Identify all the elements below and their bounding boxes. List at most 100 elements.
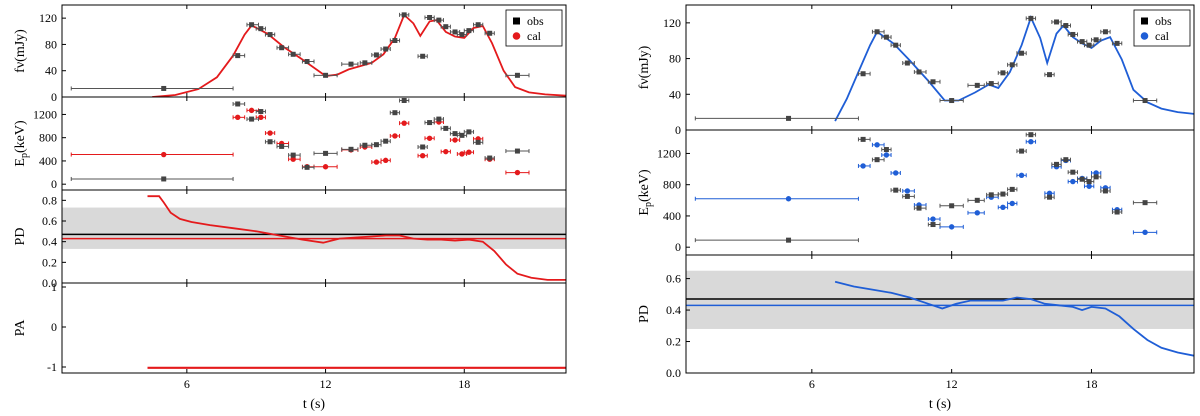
obs-point bbox=[420, 144, 426, 150]
y-tick-label: 1 bbox=[51, 280, 57, 294]
y-tick-label: 80 bbox=[669, 52, 681, 66]
cal-point bbox=[322, 164, 329, 170]
y-tick-label: 0.6 bbox=[666, 272, 681, 286]
y-tick-label: 0.6 bbox=[42, 214, 57, 228]
obs-point bbox=[323, 150, 329, 156]
cal-point bbox=[1093, 170, 1099, 176]
cal-point bbox=[161, 151, 167, 158]
obs-point bbox=[916, 205, 922, 211]
obs-point bbox=[258, 26, 264, 32]
obs-point bbox=[427, 14, 433, 20]
y-tick-label: 0.8 bbox=[42, 193, 57, 207]
obs-point bbox=[401, 97, 407, 103]
obs-point bbox=[1054, 19, 1060, 25]
y-tick-label: 120 bbox=[663, 16, 681, 30]
obs-point bbox=[267, 139, 273, 145]
cal-point bbox=[1046, 190, 1053, 196]
panel-pd: 0.0 0.2 0.4 0.6 0.8 PD bbox=[13, 189, 567, 290]
y-tick-label: 400 bbox=[663, 209, 681, 223]
cal-point bbox=[419, 153, 426, 159]
y-tick-label: 40 bbox=[45, 64, 57, 78]
obs-point bbox=[893, 42, 899, 48]
cal-point bbox=[893, 170, 899, 176]
obs-point bbox=[459, 32, 465, 38]
obs-point bbox=[514, 72, 520, 78]
obs-point bbox=[383, 138, 389, 144]
cal-point bbox=[1000, 204, 1006, 211]
obs-point bbox=[443, 24, 449, 30]
obs-point bbox=[786, 237, 792, 243]
obs-point bbox=[1102, 188, 1108, 194]
obs-point bbox=[860, 136, 866, 142]
cal-point bbox=[373, 159, 380, 165]
obs-point bbox=[466, 28, 472, 34]
obs-point bbox=[1054, 161, 1060, 167]
figure-right: 04080120fν(mJy)obscal04008001200Ep(keV)0… bbox=[637, 4, 1195, 412]
cal-point bbox=[874, 142, 880, 148]
obs-point bbox=[1079, 39, 1085, 45]
cal-point bbox=[974, 210, 980, 216]
obs-point bbox=[1142, 200, 1148, 206]
obs-point bbox=[258, 109, 264, 115]
panel-pd: 0.0 0.2 0.4 0.6 6 12 18 PD bbox=[637, 254, 1195, 391]
obs-point bbox=[916, 69, 922, 75]
x-axis-label: t (s) bbox=[303, 397, 326, 412]
legend-label: obs bbox=[1155, 14, 1172, 28]
obs-point bbox=[949, 203, 955, 209]
obs-point bbox=[279, 143, 285, 149]
obs-point bbox=[514, 148, 520, 154]
ep-axis-label: Ep(keV) bbox=[13, 120, 30, 167]
obs-point bbox=[290, 51, 296, 57]
obs-point bbox=[362, 60, 368, 66]
obs-point bbox=[904, 60, 910, 66]
obs-point bbox=[1086, 179, 1092, 185]
obs-point bbox=[475, 22, 481, 28]
cal-point bbox=[267, 130, 273, 136]
obs-point bbox=[1000, 191, 1006, 197]
obs-point bbox=[1114, 40, 1120, 46]
legend-label: cal bbox=[1155, 29, 1170, 43]
y-tick-label: -1 bbox=[47, 360, 57, 374]
obs-point bbox=[1009, 62, 1015, 68]
cal-point bbox=[235, 114, 241, 121]
obs-point bbox=[452, 131, 458, 137]
obs-point bbox=[1028, 132, 1034, 138]
panel-frame bbox=[61, 282, 567, 374]
obs-point bbox=[1093, 37, 1099, 43]
obs-point bbox=[1070, 31, 1076, 37]
flux-axis-label: fν(mJy) bbox=[13, 29, 28, 73]
cal-point bbox=[1070, 178, 1076, 185]
y-tick-label: 1200 bbox=[657, 146, 681, 160]
obs-point bbox=[427, 120, 433, 126]
obs-point bbox=[452, 29, 458, 35]
panel-frame bbox=[61, 4, 567, 98]
obs-point bbox=[466, 129, 472, 135]
obs-point bbox=[235, 53, 241, 59]
legend-label: cal bbox=[527, 29, 542, 43]
pd-band bbox=[62, 207, 566, 249]
pa-axis-label: PA bbox=[13, 319, 28, 337]
obs-point bbox=[373, 142, 379, 148]
obs-point bbox=[860, 71, 866, 77]
legend bbox=[1133, 9, 1191, 47]
y-tick-label: 0 bbox=[51, 320, 57, 334]
pd-cal-curve bbox=[147, 195, 566, 281]
panel-frame bbox=[685, 4, 1195, 131]
obs-point bbox=[893, 187, 899, 193]
ep-axis-label: Ep(keV) bbox=[637, 169, 654, 216]
cal-point bbox=[1028, 139, 1034, 145]
obs-point bbox=[1063, 157, 1069, 163]
y-tick-label: 800 bbox=[663, 178, 681, 192]
obs-point bbox=[786, 115, 792, 121]
cal-point bbox=[443, 148, 449, 155]
obs-point bbox=[1079, 176, 1085, 182]
pd-axis-label: PD bbox=[637, 305, 652, 323]
legend-obs-marker bbox=[513, 17, 520, 25]
obs-point bbox=[362, 142, 368, 148]
obs-point bbox=[949, 98, 955, 104]
obs-point bbox=[401, 12, 407, 18]
obs-point bbox=[1019, 148, 1025, 154]
